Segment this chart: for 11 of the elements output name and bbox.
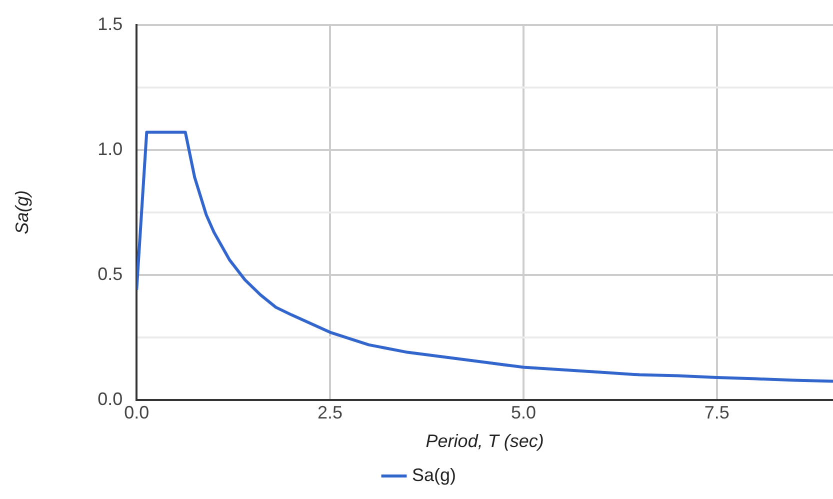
y-tick-label: 1.0	[98, 138, 123, 159]
x-axis-title: Period, T (sec)	[426, 431, 544, 452]
x-tick-label: 7.5	[704, 402, 730, 423]
legend-label: Sa(g)	[412, 464, 456, 485]
y-tick-label: 0.5	[98, 264, 123, 284]
y-tick-label: 0.0	[98, 388, 123, 409]
y-tick-label: 1.5	[98, 14, 123, 34]
x-tick-label: 0.0	[124, 402, 150, 423]
x-tick-label: 5.0	[510, 402, 536, 423]
x-tick-label: 2.5	[318, 402, 343, 423]
y-axis-title: Sa(g)	[12, 190, 32, 234]
